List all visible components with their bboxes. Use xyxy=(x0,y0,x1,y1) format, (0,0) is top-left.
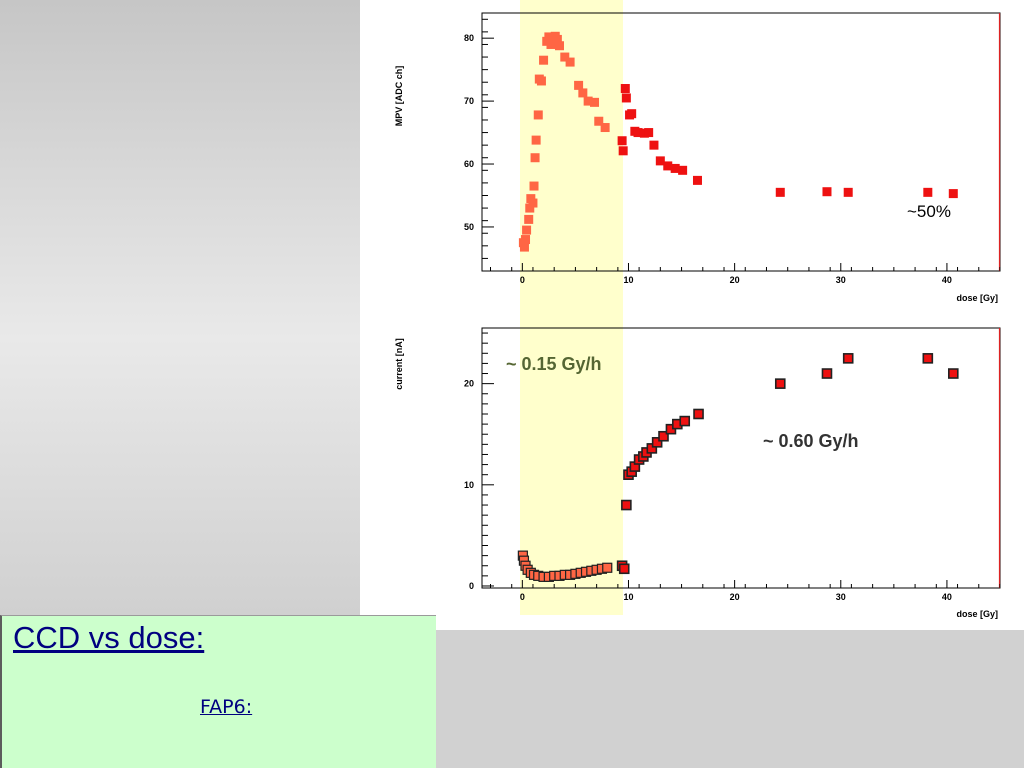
x-tick-label-top: 30 xyxy=(836,275,846,285)
data-point-top-series-1 xyxy=(522,225,532,235)
x-tick-label-top: 0 xyxy=(520,275,525,285)
y-axis-title-top: MPV [ADC ch] xyxy=(394,66,404,127)
data-point-top-series-2 xyxy=(617,136,627,146)
annotation-high-dose-rate: ~ 0.60 Gy/h xyxy=(763,431,859,451)
data-point-top-series-2 xyxy=(692,175,702,185)
data-point-bottom-series-2 xyxy=(651,437,663,448)
data-point-bottom-series-2 xyxy=(646,443,658,454)
charts-svg: 0 10 20 30 40 50 60 70 80 MPV [ADC ch] dose [Gy]… xyxy=(394,0,1001,619)
data-point-top-series-2 xyxy=(620,84,630,94)
data-point-top-series-1 xyxy=(560,52,570,62)
data-point-top-series-2 xyxy=(649,140,659,150)
data-point-bottom-series-2 xyxy=(947,368,959,379)
data-point-bottom-series-2 xyxy=(842,353,854,364)
y-tick-label-top: 50 xyxy=(464,222,474,232)
x-tick-label-top: 10 xyxy=(623,275,633,285)
x-axis-title-top: dose [Gy] xyxy=(956,293,998,303)
y-tick-label-top: 80 xyxy=(464,33,474,43)
data-point-top-series-1 xyxy=(539,55,549,65)
data-point-bottom-series-2 xyxy=(621,499,632,511)
data-point-top-series-1 xyxy=(525,203,535,213)
data-point-top-series-1 xyxy=(574,80,584,90)
data-point-top-series-1 xyxy=(600,123,610,133)
x-tick-label-bottom: 10 xyxy=(623,592,633,602)
data-point-top-series-1 xyxy=(546,39,556,49)
data-point-top-series-1 xyxy=(531,135,541,145)
data-point-bottom-series-2 xyxy=(658,430,669,442)
annotation-low-dose-rate: ~ 0.15 Gy/h xyxy=(506,354,602,374)
figure-panel: 0 10 20 30 40 50 60 70 80 MPV [ADC ch] dose [Gy]… xyxy=(360,0,1024,630)
data-point-bottom-series-2 xyxy=(821,368,833,379)
annotation-fifty-percent: ~50% xyxy=(907,202,951,221)
data-point-bottom-series-2 xyxy=(679,415,691,427)
data-point-top-series-1 xyxy=(578,88,588,98)
data-point-bottom-series-2 xyxy=(922,353,934,364)
y-tick-label-bottom: 20 xyxy=(464,379,474,389)
data-point-top-series-2 xyxy=(923,187,933,197)
data-point-top-series-1 xyxy=(590,97,600,107)
data-point-top-series-2 xyxy=(663,161,673,171)
y-tick-label-top: 70 xyxy=(464,96,474,106)
data-point-top-series-1 xyxy=(519,242,529,252)
data-point-top-series-1 xyxy=(521,235,531,245)
y-tick-label-top: 60 xyxy=(464,159,474,169)
data-point-top-series-2 xyxy=(627,109,637,119)
caption-title[interactable]: CCD vs dose: xyxy=(13,620,205,655)
y-tick-label-bottom: 10 xyxy=(464,480,474,490)
x-tick-label-bottom: 20 xyxy=(730,592,740,602)
data-point-top-series-1 xyxy=(536,76,546,86)
x-tick-label-bottom: 40 xyxy=(942,592,952,602)
x-tick-label-bottom: 0 xyxy=(520,592,525,602)
data-point-top-series-1 xyxy=(583,96,593,106)
x-tick-label-top: 40 xyxy=(942,275,952,285)
data-point-top-series-2 xyxy=(822,187,832,197)
data-point-top-series-2 xyxy=(670,163,680,173)
data-point-top-series-2 xyxy=(618,146,628,156)
data-point-bottom-series-2 xyxy=(774,378,786,389)
data-point-top-series-1 xyxy=(554,41,564,51)
data-point-bottom-series-2 xyxy=(618,563,630,575)
x-tick-label-top: 20 xyxy=(730,275,740,285)
y-axis-title-bottom: current [nA] xyxy=(394,338,404,390)
data-point-top-series-1 xyxy=(533,110,543,120)
slide-background-bottom xyxy=(436,630,1024,768)
data-point-top-series-1 xyxy=(552,34,562,44)
data-point-top-series-1 xyxy=(529,181,539,191)
caption-box: CCD vs dose: FAP6: xyxy=(0,615,436,768)
x-tick-label-bottom: 30 xyxy=(836,592,846,602)
caption-subtitle[interactable]: FAP6: xyxy=(200,696,253,718)
data-point-top-series-2 xyxy=(775,187,785,197)
data-point-bottom-series-1 xyxy=(602,562,613,573)
data-point-top-series-2 xyxy=(621,93,631,103)
y-tick-label-bottom: 0 xyxy=(469,581,474,591)
data-point-top-series-1 xyxy=(530,153,540,163)
data-point-top-series-1 xyxy=(528,198,538,208)
low-dose-rate-band xyxy=(520,0,623,615)
data-point-top-series-1 xyxy=(524,214,534,224)
data-point-top-series-2 xyxy=(644,128,654,138)
slide-background-left xyxy=(0,0,360,615)
data-point-top-series-1 xyxy=(594,116,604,126)
data-point-bottom-series-2 xyxy=(693,408,704,420)
data-point-top-series-2 xyxy=(678,165,688,175)
data-point-top-series-2 xyxy=(633,128,643,138)
data-point-top-series-2 xyxy=(948,189,958,199)
data-point-top-series-2 xyxy=(655,156,665,166)
data-point-top-series-2 xyxy=(843,187,853,197)
x-axis-title-bottom: dose [Gy] xyxy=(956,609,998,619)
data-point-top-series-1 xyxy=(565,57,575,67)
